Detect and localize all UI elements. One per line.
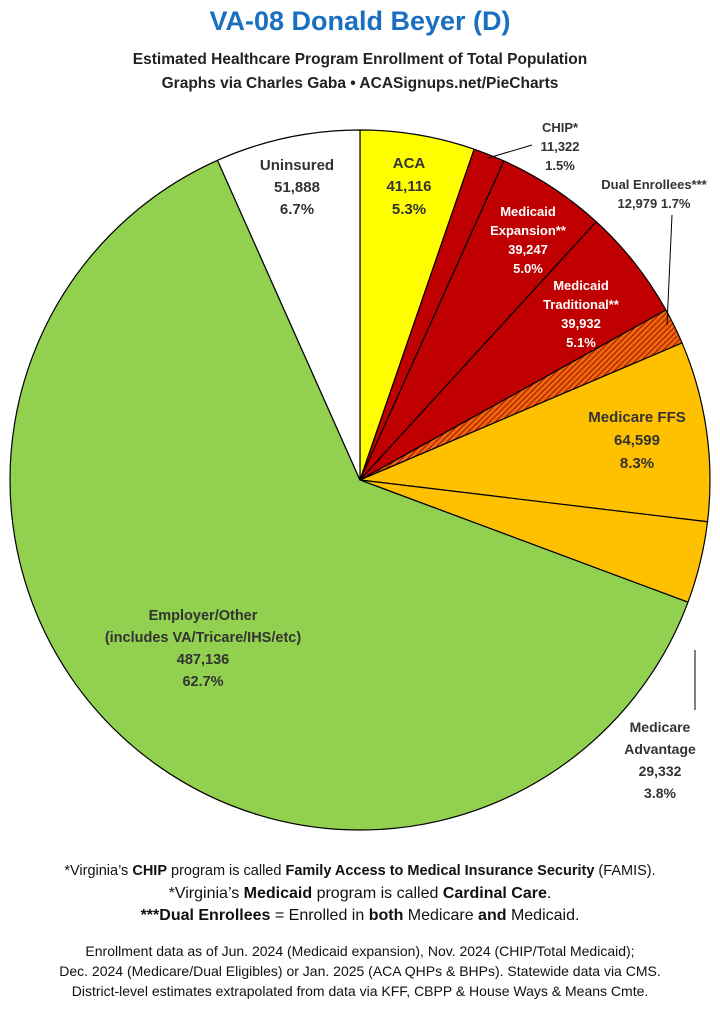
chart-subtitle: Estimated Healthcare Program Enrollment … [132, 51, 588, 68]
slice-label-employer-line: 487,136 [177, 652, 229, 668]
pie-slice-medicare-ffs [359, 342, 711, 523]
source-line-3: District-level estimates extrapolated fr… [71, 983, 649, 999]
slice-label-advantage-line: Advantage [624, 741, 696, 757]
pie-slices [9, 129, 711, 831]
slice-label-advantage: Medicare Advantage 29,332 3.8% [624, 719, 696, 801]
slice-label-uninsured-line: 51,888 [274, 179, 320, 196]
slice-label-advantage-line: Medicare [630, 719, 691, 735]
slice-label-aca: ACA 41,116 5.3% [386, 155, 431, 218]
chip-note: *Virginia’s CHIP program is called Famil… [64, 863, 656, 879]
slice-label-aca-line: 5.3% [392, 201, 426, 218]
source-line-2: Dec. 2024 (Medicare/Dual Eligibles) or J… [59, 963, 661, 979]
slice-label-dual-line: 12,979 1.7% [617, 196, 690, 211]
slice-label-advantage-line: 29,332 [639, 763, 682, 779]
slice-label-dual-line: Dual Enrollees*** [601, 177, 707, 192]
slice-label-chip-line: 11,322 [540, 139, 579, 154]
leader-lines [487, 144, 696, 710]
slice-label-traditional-line: 39,932 [561, 316, 601, 331]
slice-label-employer-line: Employer/Other [149, 608, 258, 624]
slice-label-uninsured: Uninsured 51,888 6.7% [260, 157, 334, 218]
chart-credit: Graphs via Charles Gaba • ACASignups.net… [161, 75, 559, 92]
slice-label-employer-line: 62.7% [182, 674, 223, 690]
chart-title: VA-08 Donald Beyer (D) [209, 6, 511, 36]
slice-label-expansion: Medicaid Expansion** 39,247 5.0% [490, 204, 567, 276]
slice-label-traditional-line: Traditional** [543, 297, 620, 312]
slice-label-expansion-line: Expansion** [490, 223, 567, 238]
medicaid-note: *Virginia’s Medicaid program is called C… [168, 885, 552, 902]
leader-dual [666, 214, 673, 326]
slice-label-expansion-line: Medicaid [500, 204, 556, 219]
pie-chart: ACA 41,116 5.3% CHIP* 11,322 1.5% Medicaid Expa… [9, 120, 711, 831]
slice-label-uninsured-line: Uninsured [260, 157, 334, 174]
slice-label-employer-line: (includes VA/Tricare/IHS/etc) [105, 630, 302, 646]
slice-label-ffs: Medicare FFS 64,599 8.3% [588, 409, 686, 472]
slice-label-traditional-line: 5.1% [566, 335, 596, 350]
source-line-1: Enrollment data as of Jun. 2024 (Medicai… [85, 943, 635, 959]
pie-slice-employer-other-includes-va-tricare-ihs-etc [9, 159, 689, 831]
slice-label-chip: CHIP* 11,322 1.5% [540, 120, 579, 173]
slice-label-traditional: Medicaid Traditional** 39,932 5.1% [543, 278, 620, 350]
slice-label-ffs-line: 64,599 [614, 432, 660, 449]
slice-label-chip-line: 1.5% [545, 158, 575, 173]
slice-label-ffs-line: Medicare FFS [588, 409, 686, 426]
slice-label-expansion-line: 39,247 [508, 242, 548, 257]
slice-label-advantage-line: 3.8% [644, 785, 676, 801]
slice-label-chip-line: CHIP* [542, 120, 579, 135]
pie-slice-uninsured [216, 129, 361, 481]
dual-enrollees-note: ***Dual Enrollees = Enrolled in both Med… [140, 907, 580, 924]
slice-label-aca-line: ACA [393, 155, 426, 172]
slice-label-aca-line: 41,116 [386, 178, 431, 195]
slice-labels: ACA 41,116 5.3% CHIP* 11,322 1.5% Medicaid Expa… [105, 120, 708, 801]
slice-label-uninsured-line: 6.7% [280, 201, 314, 218]
leader-chip [487, 144, 533, 159]
slice-label-employer: Employer/Other (includes VA/Tricare/IHS/e… [105, 608, 302, 690]
slice-label-ffs-line: 8.3% [620, 455, 654, 472]
slice-label-dual: Dual Enrollees*** 12,979 1.7% [601, 177, 707, 211]
slice-label-traditional-line: Medicaid [553, 278, 609, 293]
slice-label-expansion-line: 5.0% [513, 261, 543, 276]
